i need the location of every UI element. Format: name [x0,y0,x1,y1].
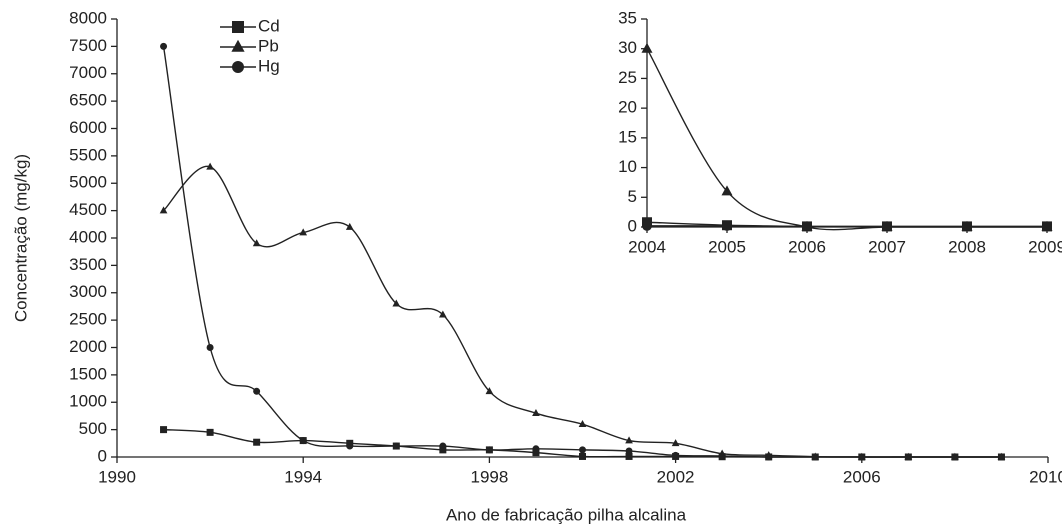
y-tick-label: 1000 [69,392,107,411]
x-tick-label: 1998 [470,467,508,486]
marker [299,437,307,445]
legend-label: Pb [258,36,279,55]
x-tick-label: 1990 [98,467,136,486]
marker [579,452,586,460]
marker [346,442,354,450]
marker [802,221,812,232]
x-tick-label: 2008 [948,237,986,256]
y-tick-label: 25 [618,68,637,87]
marker [625,447,633,455]
legend-marker [231,39,245,52]
x-tick-label: 2004 [628,237,666,256]
marker [642,220,652,231]
marker [252,239,261,247]
y-tick-label: 8000 [69,8,107,27]
y-tick-label: 5000 [69,173,107,192]
legend-marker [232,21,244,33]
x-tick-label: 1994 [284,467,322,486]
marker [206,162,214,170]
marker [765,453,773,461]
marker [721,185,733,196]
y-tick-label: 1500 [69,364,107,383]
marker [159,206,168,214]
marker [392,299,401,307]
marker [160,42,168,50]
y-tick-label: 10 [618,157,637,176]
marker [485,387,494,395]
marker [718,452,726,460]
x-tick-label: 2007 [868,237,906,256]
marker [532,449,540,457]
marker [997,453,1005,461]
marker [811,453,819,461]
y-tick-label: 30 [618,38,637,57]
marker [578,419,587,427]
series-line [646,225,1047,228]
y-tick-label: 5 [628,187,637,206]
marker [641,42,653,53]
marker [625,452,633,460]
marker [206,344,214,351]
marker [160,426,168,434]
legend-label: Hg [258,56,280,75]
marker [299,228,308,236]
legend-marker [232,61,244,73]
marker [485,446,493,454]
y-axis-label: Concentração (mg/kg) [11,154,30,322]
y-tick-label: 20 [618,98,637,117]
marker [532,409,540,416]
x-tick-label: 2006 [843,467,881,486]
marker [345,222,354,230]
y-tick-label: 3500 [69,255,107,274]
series-line [646,48,1047,231]
marker [392,442,400,450]
y-tick-label: 500 [79,419,107,438]
y-tick-label: 2500 [69,310,107,329]
x-tick-label: 2010 [1029,467,1062,486]
marker [206,428,214,436]
marker [858,453,866,461]
marker [962,221,972,232]
marker [671,439,680,447]
legend-label: Cd [258,16,280,35]
marker [1042,221,1052,232]
y-tick-label: 0 [98,446,107,465]
y-tick-label: 0 [628,216,637,235]
y-tick-label: 7500 [69,36,107,55]
marker [439,446,447,454]
y-tick-label: 15 [618,127,637,146]
y-tick-label: 5500 [69,145,107,164]
marker [882,221,892,232]
x-tick-label: 2002 [657,467,695,486]
x-tick-label: 2009 [1028,237,1062,256]
marker [253,438,261,446]
series-line [163,165,1002,458]
y-tick-label: 4000 [69,227,107,246]
marker [439,310,447,318]
x-axis-label: Ano de fabricação pilha alcalina [446,505,687,524]
marker [253,387,261,395]
marker [672,451,680,459]
y-tick-label: 35 [618,8,637,27]
y-tick-label: 7000 [69,63,107,82]
y-tick-label: 6500 [69,91,107,110]
y-tick-label: 4500 [69,200,107,219]
marker [579,446,586,454]
marker [951,453,959,461]
x-tick-label: 2005 [708,237,746,256]
marker [532,445,540,453]
y-tick-label: 6000 [69,118,107,137]
x-tick-label: 2006 [788,237,826,256]
y-tick-label: 3000 [69,282,107,301]
marker [904,453,912,461]
y-tick-label: 2000 [69,337,107,356]
marker [722,220,732,231]
marker [625,436,633,444]
marker [439,442,447,450]
